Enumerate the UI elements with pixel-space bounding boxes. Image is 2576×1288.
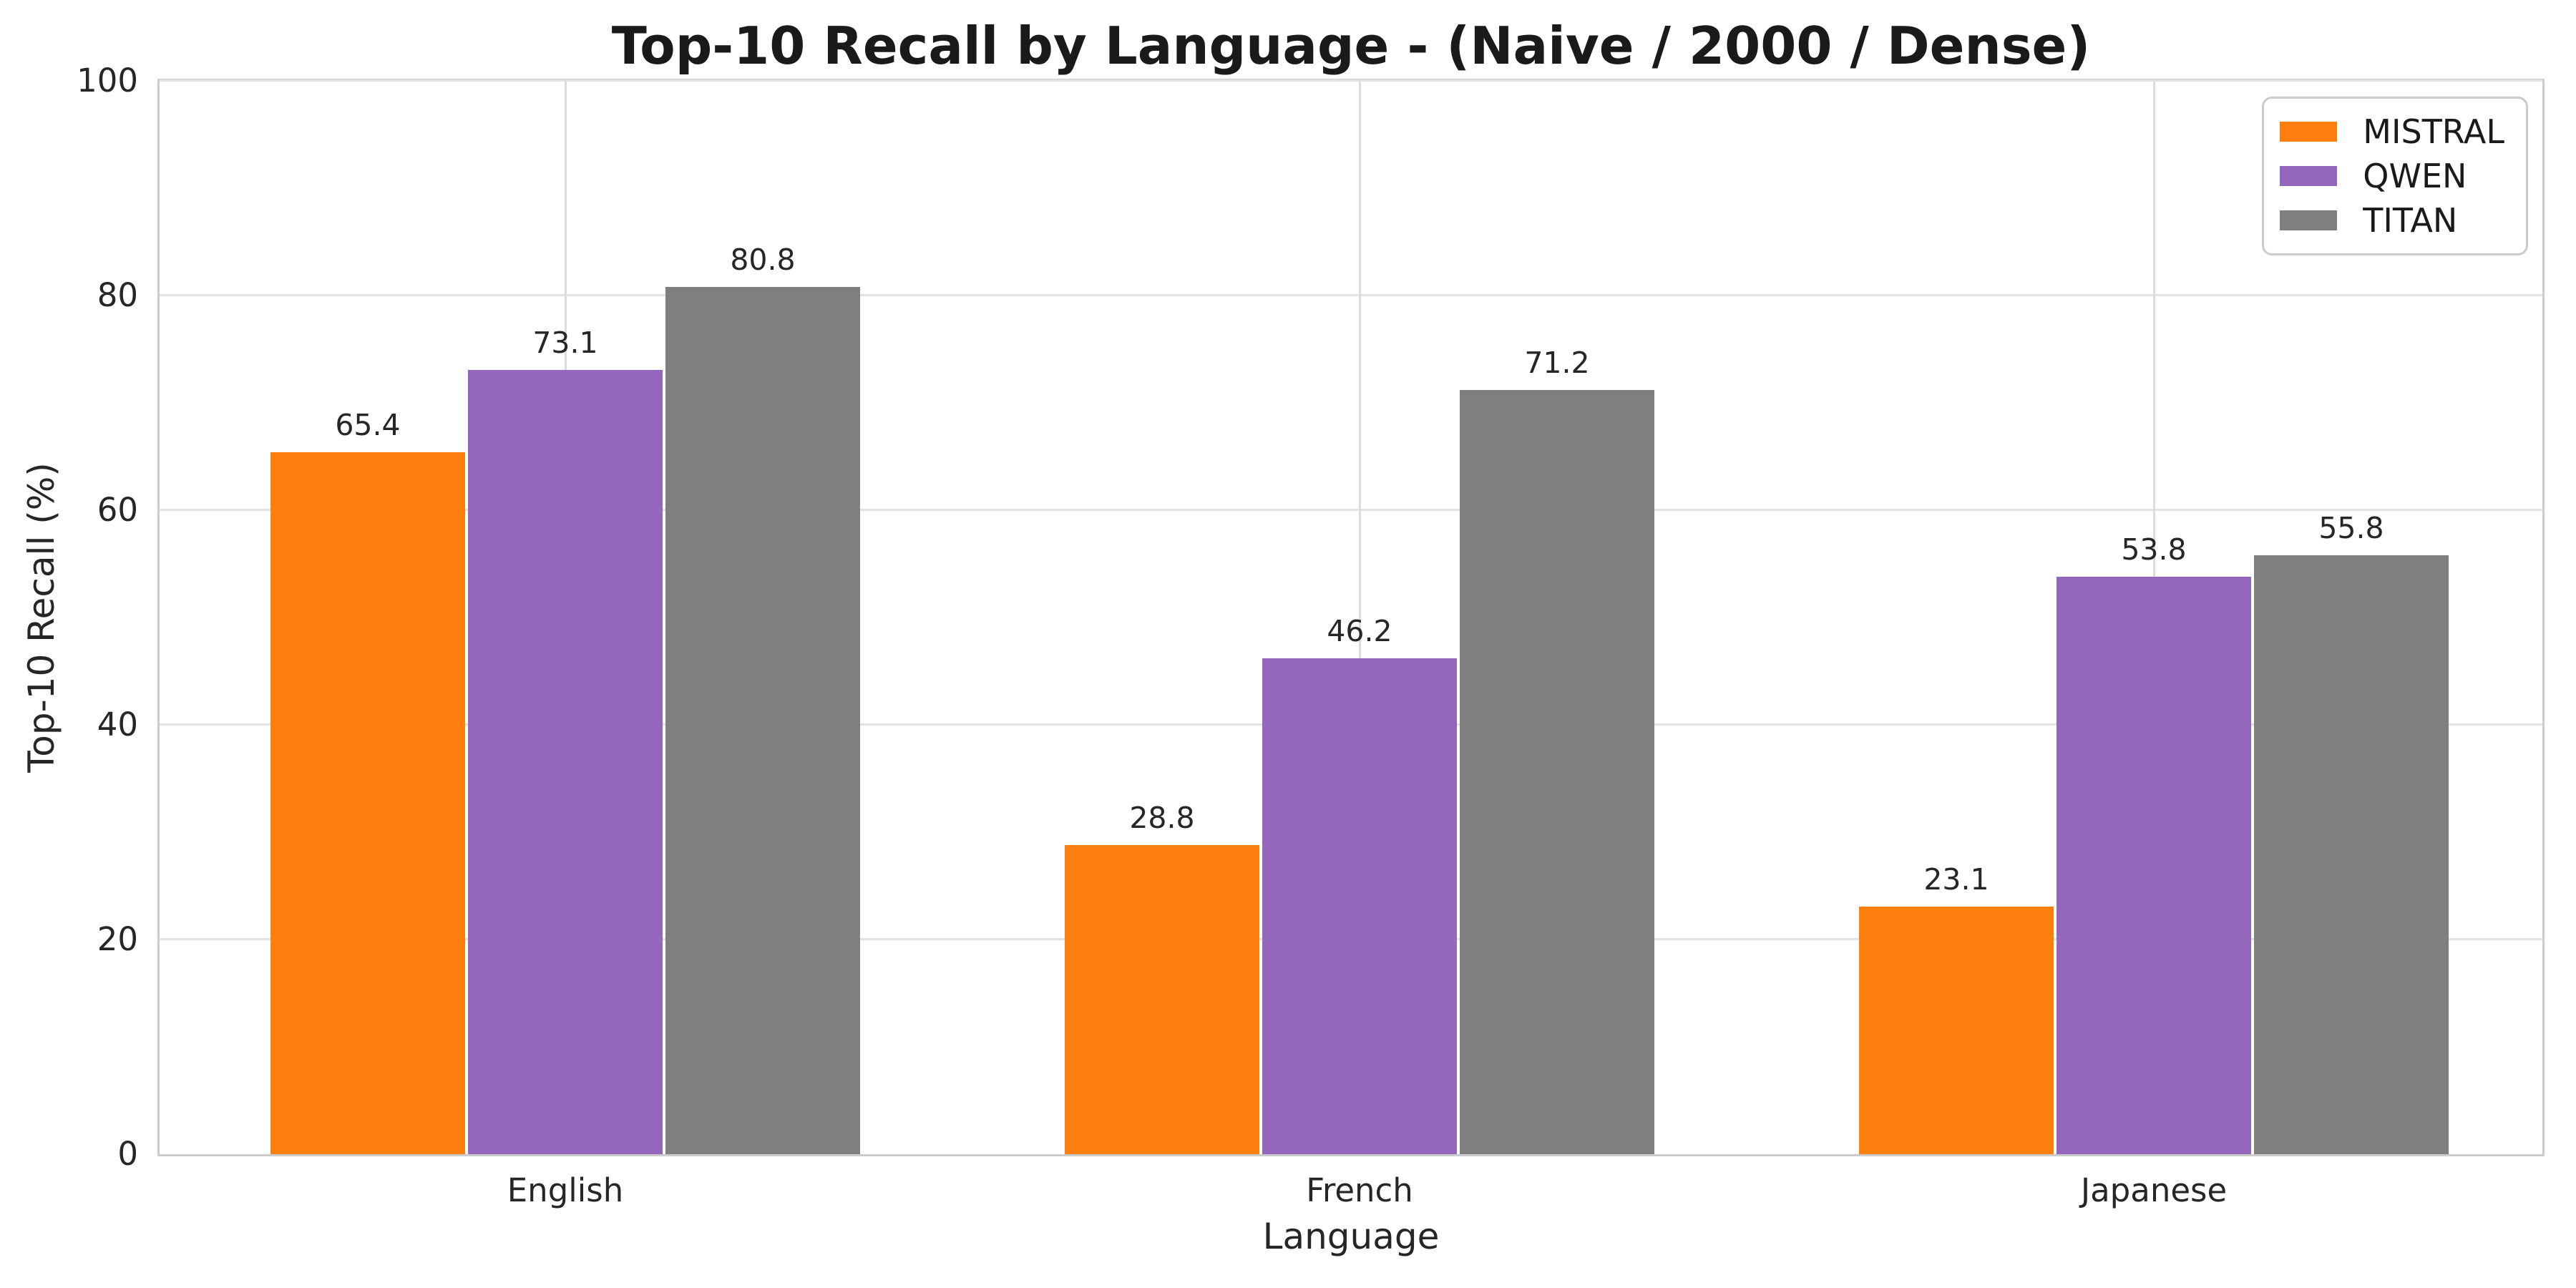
- x-tick-label: English: [507, 1171, 624, 1209]
- y-gridline: [160, 294, 2542, 296]
- bar-qwen-french: [1262, 658, 1457, 1154]
- bar-value-label: 73.1: [532, 325, 598, 360]
- legend: MISTRAL QWEN TITAN: [2262, 97, 2528, 255]
- bar-value-label: 28.8: [1129, 801, 1195, 835]
- bar-value-label: 80.8: [730, 243, 796, 277]
- legend-label: TITAN: [2363, 201, 2458, 240]
- bar-titan-french: [1460, 390, 1654, 1154]
- bar-value-label: 55.8: [2318, 511, 2384, 545]
- y-tick-label: 80: [97, 276, 138, 314]
- bar-titan-english: [665, 287, 860, 1154]
- bar-value-label: 65.4: [335, 408, 401, 442]
- chart-title: Top-10 Recall by Language - (Naive / 200…: [611, 16, 2091, 76]
- legend-entry-qwen: QWEN: [2280, 157, 2504, 195]
- legend-entry-titan: TITAN: [2280, 201, 2504, 240]
- legend-label: MISTRAL: [2363, 112, 2504, 151]
- bar-value-label: 53.8: [2121, 532, 2187, 567]
- bar-value-label: 23.1: [1923, 862, 1989, 897]
- x-axis-label: Language: [1262, 1216, 1440, 1257]
- bar-value-label: 46.2: [1327, 614, 1392, 648]
- y-gridline: [160, 509, 2542, 511]
- x-tick-label: Japanese: [2080, 1171, 2228, 1209]
- bar-qwen-japanese: [2057, 577, 2251, 1154]
- y-tick-label: 0: [117, 1135, 138, 1173]
- y-gridline: [160, 79, 2542, 82]
- legend-swatch-qwen: [2280, 166, 2338, 186]
- bar-qwen-english: [468, 369, 663, 1154]
- y-tick-label: 40: [97, 706, 138, 743]
- x-gridline: [1359, 81, 1361, 1154]
- legend-label: QWEN: [2363, 157, 2467, 195]
- x-tick-label: French: [1306, 1171, 1413, 1209]
- legend-swatch-titan: [2280, 210, 2338, 230]
- bar-titan-japanese: [2254, 555, 2449, 1154]
- y-tick-label: 100: [77, 62, 138, 99]
- y-tick-label: 60: [97, 491, 138, 529]
- legend-entry-mistral: MISTRAL: [2280, 112, 2504, 151]
- bar-mistral-japanese: [1859, 906, 2054, 1154]
- legend-swatch-mistral: [2280, 122, 2338, 142]
- bar-mistral-english: [270, 452, 465, 1154]
- y-tick-label: 20: [97, 920, 138, 958]
- bar-value-label: 71.2: [1524, 346, 1590, 380]
- bar-mistral-french: [1065, 845, 1259, 1154]
- plot-area: 65.4 73.1 80.8 28.8 46.2 71.2 23.1 53.8 55.8 MIS…: [157, 79, 2545, 1156]
